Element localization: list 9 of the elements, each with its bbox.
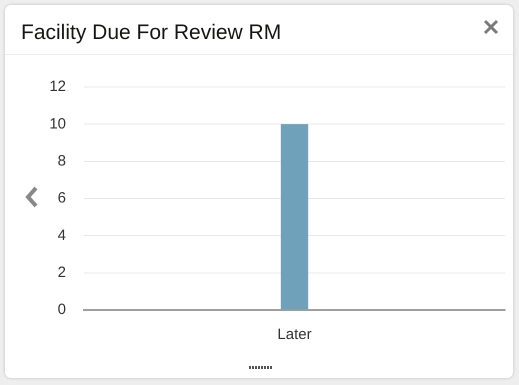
y-tick-label: 2 [58,264,66,281]
y-tick-label: 10 [49,115,66,132]
chart-title: Facility Due For Review RM [21,21,282,45]
y-tick-label: 0 [58,301,66,318]
y-tick-label: 4 [58,226,66,244]
y-tick-label: 6 [58,190,66,207]
x-tick-label: Later [277,326,312,344]
y-tick-label: 12 [49,78,66,96]
y-tick-label: 8 [58,152,66,170]
